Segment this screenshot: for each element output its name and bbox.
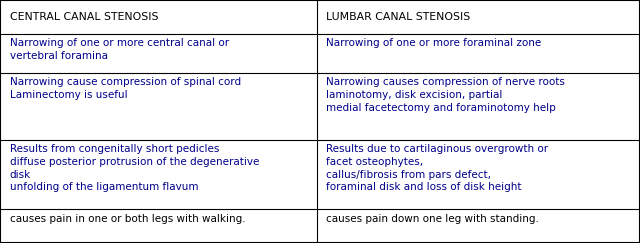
Text: Narrowing of one or more foraminal zone: Narrowing of one or more foraminal zone	[326, 38, 541, 48]
Text: causes pain in one or both legs with walking.: causes pain in one or both legs with wal…	[10, 214, 245, 224]
Text: Results from congenitally short pedicles
diffuse posterior protrusion of the deg: Results from congenitally short pedicles…	[10, 144, 259, 192]
Text: Narrowing causes compression of nerve roots
laminotomy, disk excision, partial
m: Narrowing causes compression of nerve ro…	[326, 77, 565, 113]
Text: Results due to cartilaginous overgrowth or
facet osteophytes,
callus/fibrosis fr: Results due to cartilaginous overgrowth …	[326, 144, 548, 192]
Text: causes pain down one leg with standing.: causes pain down one leg with standing.	[326, 214, 540, 224]
Text: LUMBAR CANAL STENOSIS: LUMBAR CANAL STENOSIS	[326, 12, 470, 22]
Text: CENTRAL CANAL STENOSIS: CENTRAL CANAL STENOSIS	[10, 12, 158, 22]
Text: Narrowing cause compression of spinal cord
Laminectomy is useful: Narrowing cause compression of spinal co…	[10, 77, 241, 100]
Text: Narrowing of one or more central canal or
vertebral foramina: Narrowing of one or more central canal o…	[10, 38, 228, 61]
